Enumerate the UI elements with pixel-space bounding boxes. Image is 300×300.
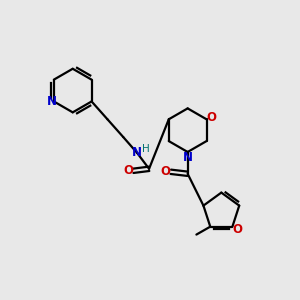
Text: O: O (206, 111, 217, 124)
Text: O: O (161, 165, 171, 178)
Text: H: H (142, 144, 150, 154)
Text: N: N (132, 146, 142, 160)
Text: N: N (183, 152, 193, 164)
Text: O: O (123, 164, 133, 177)
Text: N: N (47, 95, 57, 108)
Text: O: O (232, 223, 242, 236)
